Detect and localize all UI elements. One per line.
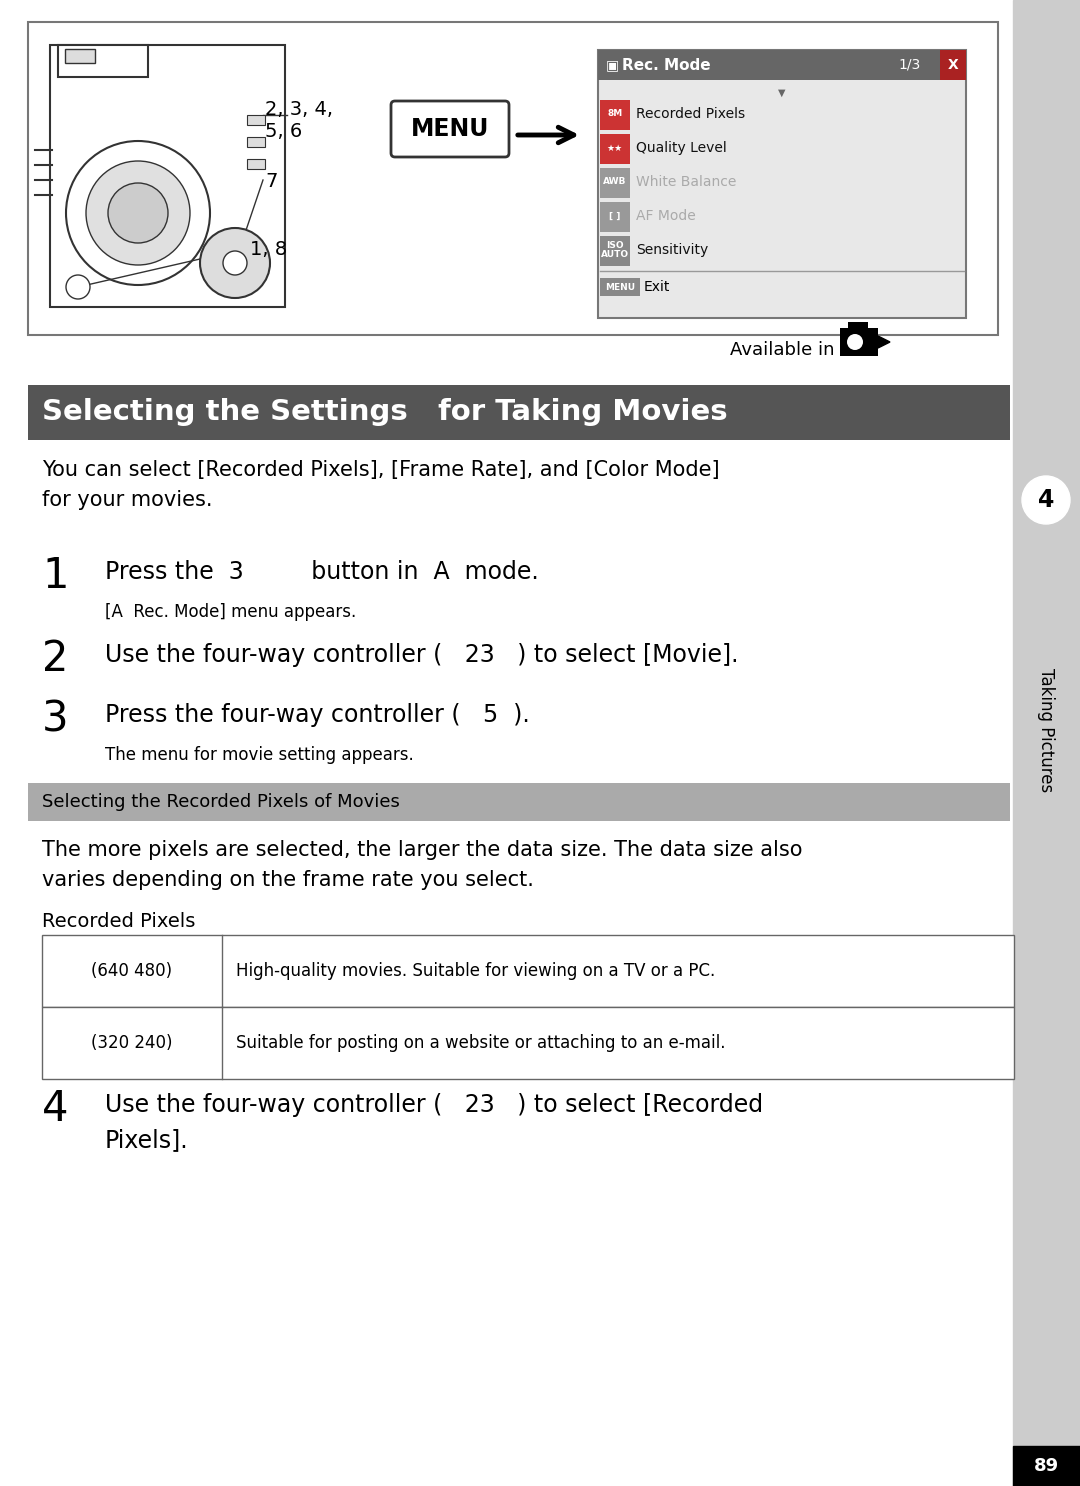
Text: Quality Level: Quality Level (636, 141, 727, 155)
Bar (600, 100, 630, 129)
Text: 89: 89 (1034, 1456, 1058, 1476)
Bar (28, 22, 998, 334)
Text: Press the four-way controller (   5  ).: Press the four-way controller ( 5 ). (105, 703, 530, 727)
Circle shape (1022, 476, 1070, 525)
Circle shape (847, 334, 863, 351)
Text: Taking Pictures: Taking Pictures (1037, 667, 1055, 792)
Text: Rec. Mode: Rec. Mode (622, 58, 711, 73)
Text: AF Mode: AF Mode (636, 210, 696, 223)
Text: ▼: ▼ (779, 88, 786, 98)
Bar (247, 159, 265, 169)
Text: 2: 2 (42, 637, 68, 681)
Text: Use the four-way controller (   23   ) to select [Recorded
Pixels].: Use the four-way controller ( 23 ) to se… (105, 1094, 764, 1153)
Bar (1013, 1446, 1080, 1486)
Text: 3: 3 (42, 698, 69, 740)
Bar (840, 328, 878, 357)
Text: ★★: ★★ (607, 144, 623, 153)
Text: ISO
AUTO: ISO AUTO (600, 241, 629, 259)
Text: Selecting the Settings   for Taking Movies: Selecting the Settings for Taking Movies (42, 398, 728, 426)
Circle shape (108, 183, 168, 244)
Bar (600, 202, 630, 232)
Text: MENU: MENU (410, 117, 489, 141)
Circle shape (86, 160, 190, 265)
Bar (247, 114, 265, 125)
Text: (320 240): (320 240) (91, 1034, 173, 1052)
Text: 7: 7 (265, 172, 278, 192)
Text: Press the  3         button in  A  mode.: Press the 3 button in A mode. (105, 560, 539, 584)
Circle shape (66, 275, 90, 299)
Text: 4: 4 (42, 1088, 68, 1129)
Bar (28, 385, 1010, 440)
Bar (65, 49, 95, 62)
Bar (42, 1008, 1014, 1079)
Text: Suitable for posting on a website or attaching to an e-mail.: Suitable for posting on a website or att… (237, 1034, 726, 1052)
Bar (848, 322, 868, 330)
Circle shape (222, 251, 247, 275)
Text: 4: 4 (1038, 487, 1054, 513)
Bar (600, 236, 630, 266)
Bar (42, 935, 1014, 1008)
Text: Exit: Exit (644, 279, 671, 294)
Text: [A  Rec. Mode] menu appears.: [A Rec. Mode] menu appears. (105, 603, 356, 621)
Text: Selecting the Recorded Pixels of Movies: Selecting the Recorded Pixels of Movies (42, 794, 400, 811)
Text: ▣: ▣ (606, 58, 619, 71)
Text: You can select [Recorded Pixels], [Frame Rate], and [Color Mode]
for your movies: You can select [Recorded Pixels], [Frame… (42, 461, 719, 510)
Polygon shape (878, 336, 890, 348)
Circle shape (66, 141, 210, 285)
Text: Recorded Pixels: Recorded Pixels (636, 107, 745, 120)
Bar (598, 51, 966, 318)
Text: Available in: Available in (730, 340, 835, 360)
Bar (1013, 0, 1080, 1486)
Bar (58, 45, 148, 77)
Text: High-quality movies. Suitable for viewing on a TV or a PC.: High-quality movies. Suitable for viewin… (237, 961, 715, 979)
Text: 1/3: 1/3 (897, 58, 920, 71)
Text: X: X (947, 58, 958, 71)
Bar (600, 278, 640, 296)
Bar (28, 783, 1010, 820)
Text: 1, 8: 1, 8 (249, 241, 287, 259)
Text: 8M: 8M (607, 110, 623, 119)
Text: 2, 3, 4,
5, 6: 2, 3, 4, 5, 6 (265, 100, 333, 141)
Text: AWB: AWB (604, 177, 626, 187)
Text: [ ]: [ ] (609, 211, 621, 220)
Bar (50, 45, 285, 308)
Bar (600, 168, 630, 198)
Text: White Balance: White Balance (636, 175, 737, 189)
Text: Sensitivity: Sensitivity (636, 244, 708, 257)
Circle shape (200, 227, 270, 299)
FancyBboxPatch shape (391, 101, 509, 158)
Text: Recorded Pixels: Recorded Pixels (42, 912, 195, 932)
Text: (640 480): (640 480) (92, 961, 173, 979)
Bar (247, 137, 265, 147)
Text: The menu for movie setting appears.: The menu for movie setting appears. (105, 746, 414, 764)
Text: Use the four-way controller (   23   ) to select [Movie].: Use the four-way controller ( 23 ) to se… (105, 643, 739, 667)
Bar (940, 51, 966, 80)
Bar (600, 134, 630, 163)
Text: 1: 1 (42, 554, 68, 597)
Text: The more pixels are selected, the larger the data size. The data size also
varie: The more pixels are selected, the larger… (42, 840, 802, 890)
Text: MENU: MENU (605, 282, 635, 291)
Bar (598, 51, 966, 80)
